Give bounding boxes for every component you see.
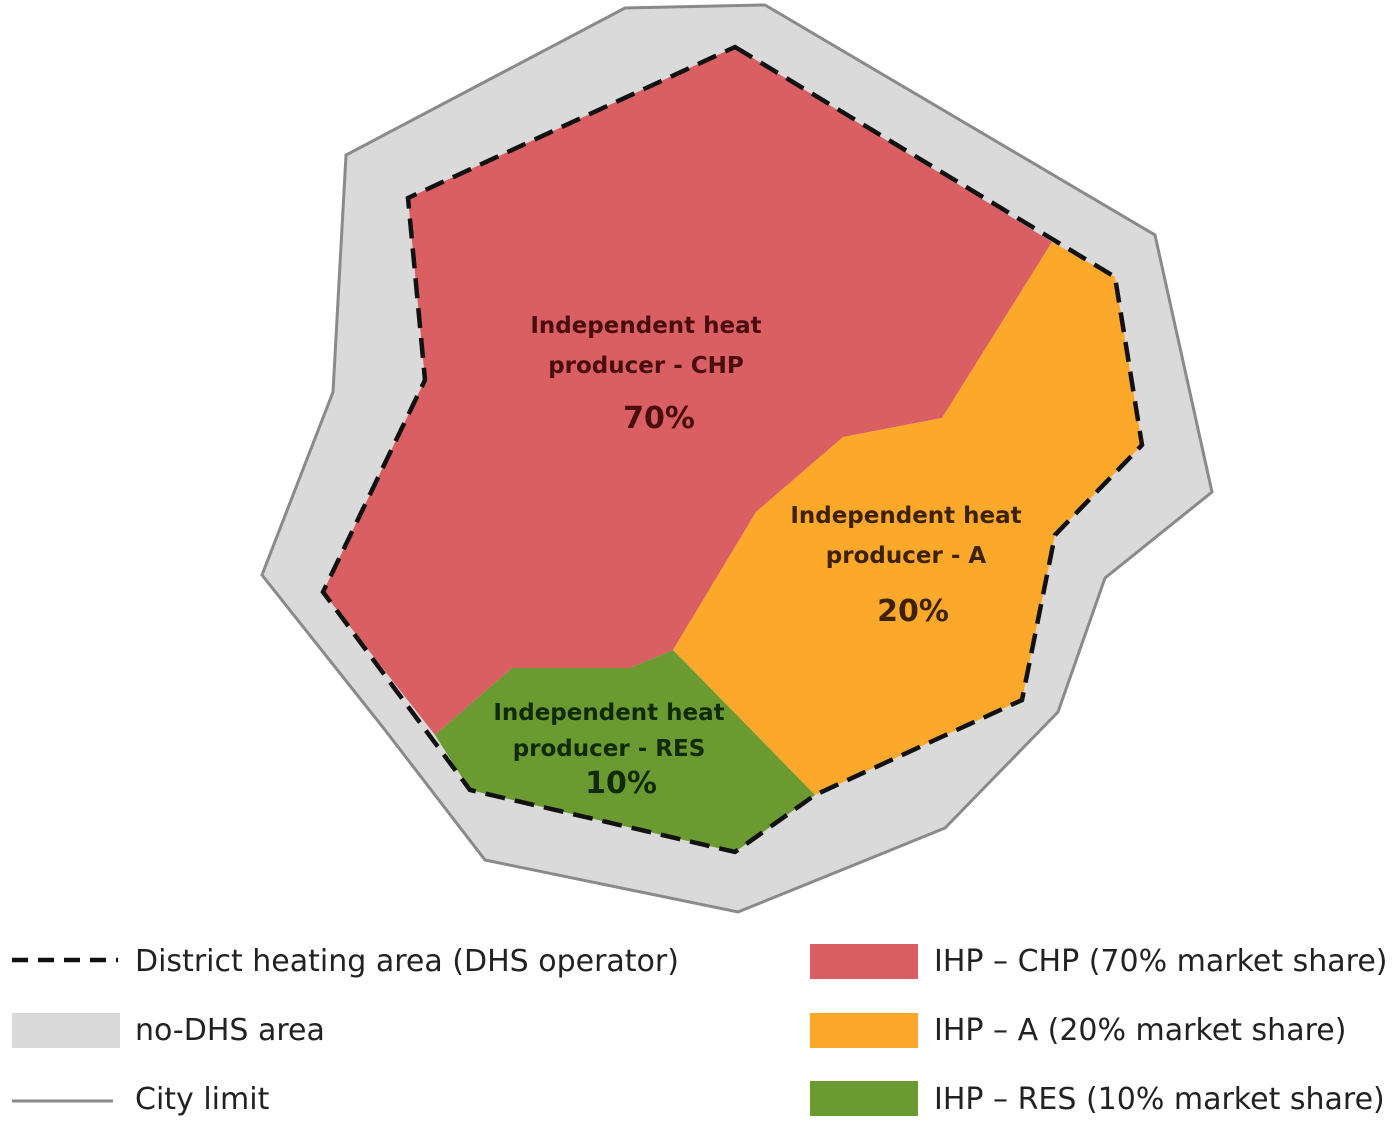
chp-share: 70% [623, 401, 695, 436]
legend-chp-swatch [810, 944, 918, 979]
legend-left: District heating area (DHS operator) no-… [12, 944, 679, 1117]
legend-city-limit-label: City limit [135, 1082, 270, 1117]
res-share: 10% [585, 766, 657, 801]
chp-label-line1: Independent heat [530, 313, 761, 339]
res-label-line2: producer - RES [513, 736, 706, 762]
a-share: 20% [877, 594, 949, 629]
chp-region [323, 47, 1052, 735]
a-label-line2: producer - A [826, 543, 987, 569]
res-region [435, 650, 815, 852]
chp-label-line2: producer - CHP [548, 353, 744, 379]
res-label-line1: Independent heat [493, 700, 724, 726]
legend-no-dhs-swatch [12, 1013, 120, 1048]
district-heating-boundary [320, 44, 1145, 855]
legend-res-swatch [810, 1081, 918, 1116]
legend-chp-label: IHP – CHP (70% market share) [934, 944, 1388, 979]
legend-a-label: IHP – A (20% market share) [934, 1013, 1346, 1048]
a-label-line1: Independent heat [790, 503, 1021, 529]
legend-a-swatch [810, 1013, 918, 1048]
legend-res-label: IHP – RES (10% market share) [934, 1082, 1385, 1117]
legend-right: IHP – CHP (70% market share) IHP – A (20… [810, 944, 1388, 1117]
legend-dhs-label: District heating area (DHS operator) [135, 944, 679, 979]
a-region [673, 242, 1142, 795]
legend-no-dhs-label: no-DHS area [135, 1013, 325, 1048]
